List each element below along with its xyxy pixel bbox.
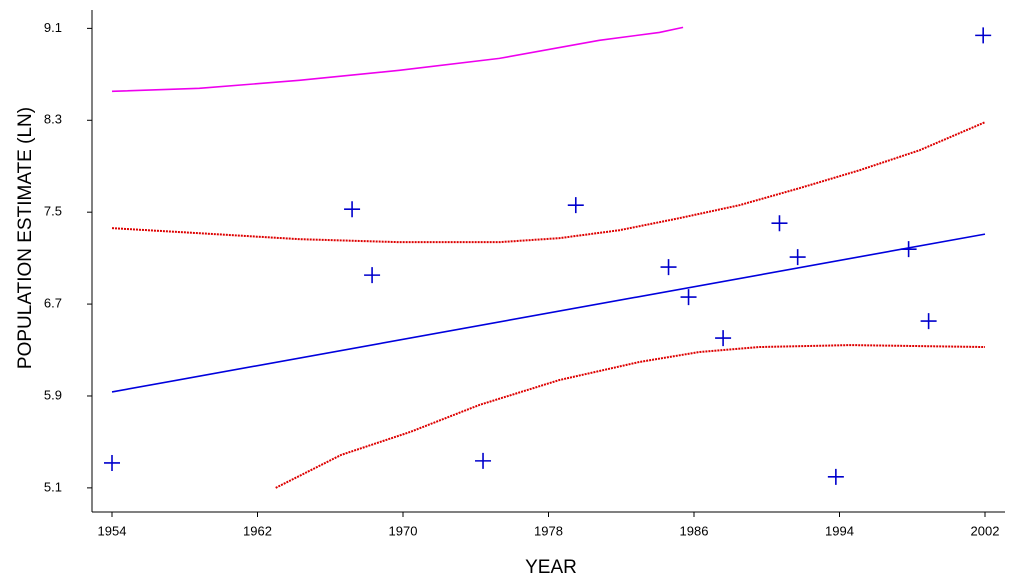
data-point	[789, 249, 806, 266]
data-point	[475, 452, 492, 469]
y-tick-label: 5.9	[44, 387, 62, 402]
y-tick-label: 5.1	[44, 479, 62, 494]
x-tick-label: 1970	[389, 523, 418, 538]
x-tick-label: 1994	[825, 523, 854, 538]
data-point	[567, 197, 584, 214]
data-point	[920, 313, 937, 330]
x-tick-label: 2002	[971, 523, 1000, 538]
y-tick-label: 7.5	[44, 204, 62, 219]
fit-line	[111, 26, 684, 93]
data-point	[827, 468, 844, 485]
x-axis-title: YEAR	[525, 557, 577, 578]
confidence-band	[275, 344, 986, 489]
confidence-band	[111, 121, 986, 244]
data-point	[344, 201, 361, 218]
data-point	[715, 330, 732, 347]
data-point	[364, 267, 381, 284]
data-point	[680, 289, 697, 306]
y-tick-label: 8.3	[44, 112, 62, 127]
y-axis-title: POPULATION ESTIMATE (LN)	[15, 107, 36, 369]
y-tick-label: 9.1	[44, 20, 62, 35]
data-point	[660, 259, 677, 276]
x-tick-label: 1978	[534, 523, 563, 538]
data-point	[975, 27, 992, 44]
x-tick-label: 1986	[680, 523, 709, 538]
data-point	[104, 454, 121, 471]
data-point	[771, 215, 788, 232]
y-tick-label: 6.7	[44, 296, 62, 311]
x-tick-label: 1954	[98, 523, 127, 538]
x-tick-label: 1962	[243, 523, 272, 538]
fit-line	[111, 233, 986, 393]
